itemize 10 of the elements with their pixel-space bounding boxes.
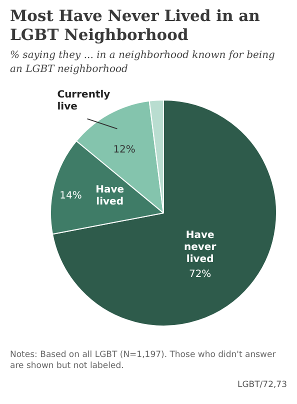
chart-subtitle: % saying they ... in a neighborhood known for being an LGBT neighborhood <box>10 49 276 77</box>
data-label: 14% <box>60 190 82 202</box>
data-label: 72% <box>188 268 212 280</box>
text: LGBT/72,73 <box>237 380 287 390</box>
slice-label: Currently live <box>57 89 111 112</box>
slice-label: Have lived <box>96 184 124 208</box>
text: Notes: Based on all LGBT (N=1,197). Those who didn't answer are shown but not labeled. <box>10 350 277 372</box>
slice-label: Have never lived <box>184 230 216 265</box>
chart-title: Most Have Never Lived in an LGBT Neighborhood <box>10 6 261 44</box>
data-label: 12% <box>113 144 136 156</box>
